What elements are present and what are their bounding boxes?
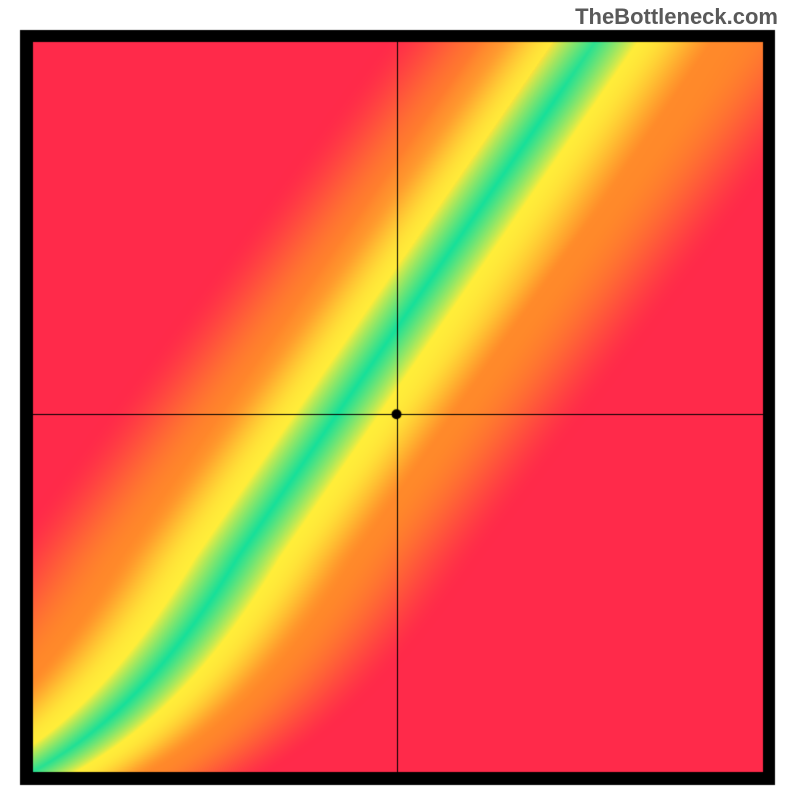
chart-container: TheBottleneck.com [0, 0, 800, 800]
heatmap-canvas [0, 0, 800, 800]
watermark: TheBottleneck.com [575, 4, 778, 30]
